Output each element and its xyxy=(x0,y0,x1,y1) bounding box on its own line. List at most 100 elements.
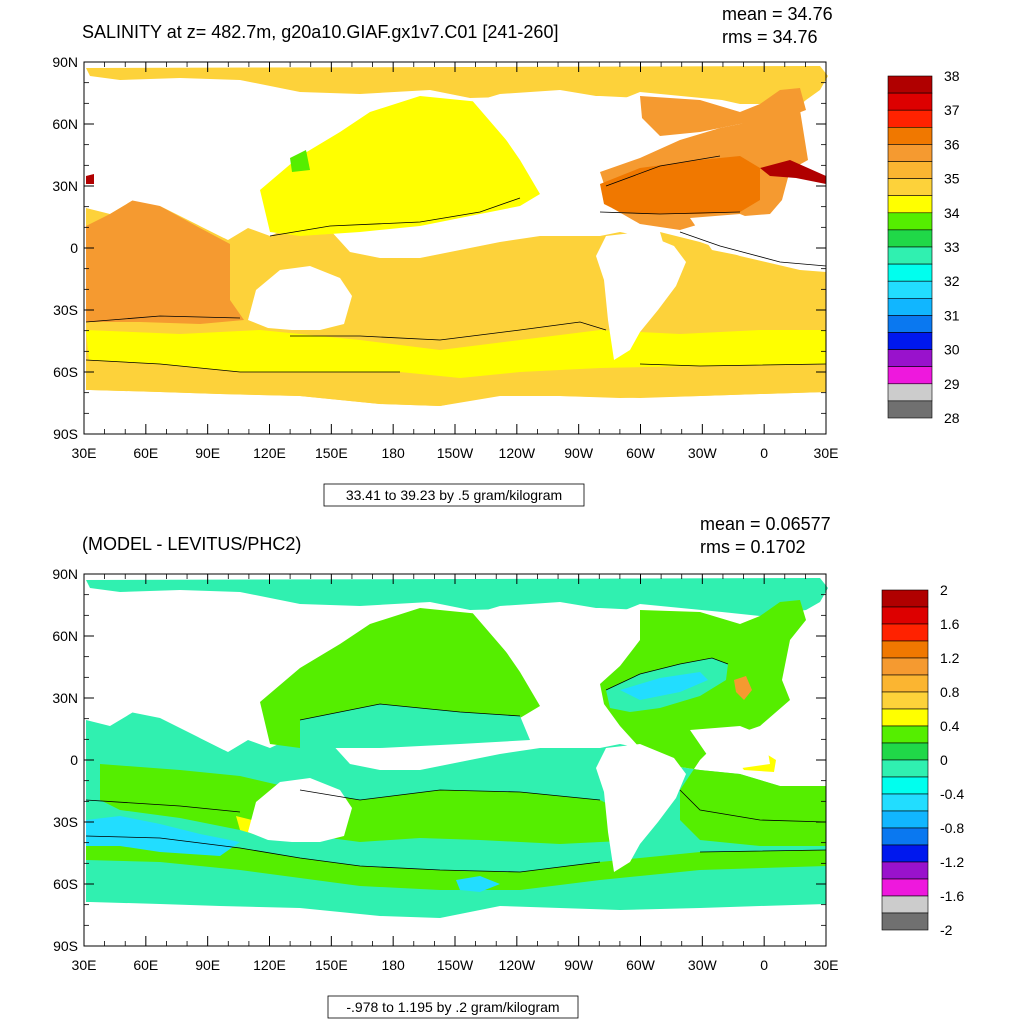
colorbar-swatch xyxy=(887,127,933,145)
colorbar-swatch xyxy=(881,844,929,863)
colorbar-label: 33 xyxy=(944,239,960,255)
bottom-atlantic xyxy=(600,600,826,846)
top-contour-info-box: 33.41 to 39.23 by .5 gram/kilogram xyxy=(323,483,585,507)
x-tick-label: 30E xyxy=(814,445,839,461)
colorbar-swatch xyxy=(881,878,929,897)
bottom-south-pacific-negative-patch xyxy=(456,876,500,892)
colorbar-swatch xyxy=(881,861,929,880)
top-contour-line-2 xyxy=(85,359,827,373)
colorbar-swatch xyxy=(887,400,933,419)
colorbar-label: 38 xyxy=(944,68,960,84)
bottom-contour-line xyxy=(85,789,601,813)
bottom-panel: (MODEL - LEVITUS/PHC2) mean = 0.06577 rm… xyxy=(52,514,964,1019)
top-subtropical-atlantic xyxy=(600,156,760,214)
y-tick-label: 30S xyxy=(53,814,78,830)
colorbar-label: 32 xyxy=(944,273,960,289)
colorbar-label: 31 xyxy=(944,307,960,323)
bottom-axes: 90N 60N 30N 0 30S 60S 90S 30E 60E 90E 120E 150E 180 1… xyxy=(52,566,838,973)
bottom-colorbar: 2 1.6 1.2 0.8 0.4 0 -0.4 -0.8 -1.2 -1.6 -2 xyxy=(881,582,964,938)
colorbar-swatch xyxy=(887,109,933,128)
y-tick-label: 60S xyxy=(53,364,78,380)
bottom-contour-info-frame xyxy=(327,995,579,1019)
bottom-west-africa xyxy=(690,726,770,768)
bottom-contour-line-3 xyxy=(299,703,521,721)
y-tick-label: 0 xyxy=(70,240,78,256)
x-tick-label: 120E xyxy=(253,445,286,461)
colorbar-swatch xyxy=(881,674,929,693)
bottom-eurasia xyxy=(96,600,320,722)
colorbar-swatch xyxy=(881,776,929,795)
colorbar-swatch xyxy=(881,589,929,608)
top-contour-line xyxy=(85,315,607,341)
x-tick-label: 60W xyxy=(626,445,656,461)
top-eurasia xyxy=(96,88,320,210)
top-contour-line-4 xyxy=(599,155,741,215)
colorbar-swatch xyxy=(887,195,933,214)
top-rms-label: rms = 34.76 xyxy=(722,27,818,47)
top-contour-line-5 xyxy=(679,231,827,267)
top-south-atlantic xyxy=(660,232,826,330)
bottom-gulf-stream-core xyxy=(620,672,708,700)
x-tick-label: 30E xyxy=(72,957,97,973)
colorbar-label: 0.8 xyxy=(940,684,960,700)
bottom-south-america xyxy=(596,744,686,872)
x-tick-label: 90W xyxy=(564,957,594,973)
y-tick-label: 30S xyxy=(53,302,78,318)
colorbar-label: 0.4 xyxy=(940,718,960,734)
top-antarctic-band xyxy=(86,360,826,406)
colorbar-label: 36 xyxy=(944,136,960,152)
bottom-map xyxy=(83,573,828,947)
top-indian-ocean xyxy=(86,196,244,324)
bottom-contour-line-4 xyxy=(605,657,827,823)
x-tick-label: 120W xyxy=(499,957,536,973)
colorbar-label: 28 xyxy=(944,410,960,426)
x-tick-label: 150E xyxy=(315,445,348,461)
top-panel: SALINITY at z= 482.7m, g20a10.GIAF.gx1v7… xyxy=(52,4,960,507)
top-arctic-ocean xyxy=(86,66,828,112)
top-australia xyxy=(248,266,352,330)
y-tick-label: 30N xyxy=(52,178,78,194)
x-tick-label: 150W xyxy=(437,957,474,973)
colorbar-swatch xyxy=(887,383,933,402)
colorbar-label: 1.6 xyxy=(940,616,960,632)
colorbar-swatch xyxy=(887,315,933,333)
x-tick-label: 60E xyxy=(133,957,158,973)
top-north-america xyxy=(470,96,640,214)
bottom-southern-green-band xyxy=(100,764,640,844)
bottom-rms-label: rms = 0.1702 xyxy=(700,537,806,557)
colorbar-label: 0 xyxy=(940,752,948,768)
x-tick-label: 180 xyxy=(381,445,405,461)
colorbar-swatch xyxy=(881,827,929,846)
x-tick-label: 30E xyxy=(814,957,839,973)
bottom-arctic-ocean xyxy=(86,578,828,616)
colorbar-swatch xyxy=(887,229,933,248)
x-tick-label: 120W xyxy=(499,445,536,461)
colorbar-swatch xyxy=(881,606,929,625)
top-west-africa xyxy=(690,214,770,256)
colorbar-swatch xyxy=(887,178,933,197)
top-mean-label: mean = 34.76 xyxy=(722,4,833,24)
bottom-equatorial-pacific xyxy=(300,704,530,748)
y-tick-label: 90S xyxy=(53,938,78,954)
colorbar-swatch xyxy=(881,742,929,761)
top-title: SALINITY at z= 482.7m, g20a10.GIAF.gx1v7… xyxy=(82,22,558,42)
colorbar-swatch xyxy=(881,895,929,914)
x-tick-label: 0 xyxy=(760,957,768,973)
colorbar-swatch xyxy=(887,366,933,385)
top-north-pacific xyxy=(260,96,540,236)
colorbar-swatch xyxy=(887,280,933,299)
x-tick-label: 60W xyxy=(626,957,656,973)
top-mediterranean xyxy=(760,160,826,184)
colorbar-label: 1.2 xyxy=(940,650,960,666)
colorbar-label: -0.8 xyxy=(940,820,964,836)
x-tick-label: 0 xyxy=(760,445,768,461)
colorbar-label: 35 xyxy=(944,171,960,187)
y-tick-label: 90S xyxy=(53,426,78,442)
top-contour-info-frame xyxy=(323,483,585,507)
top-colorbar: 38 37 36 35 34 33 32 31 30 29 28 xyxy=(887,68,960,426)
colorbar-swatch xyxy=(887,263,933,282)
colorbar-swatch xyxy=(887,92,933,111)
y-tick-label: 90N xyxy=(52,54,78,70)
bottom-indian-negative-patch xyxy=(86,816,240,856)
